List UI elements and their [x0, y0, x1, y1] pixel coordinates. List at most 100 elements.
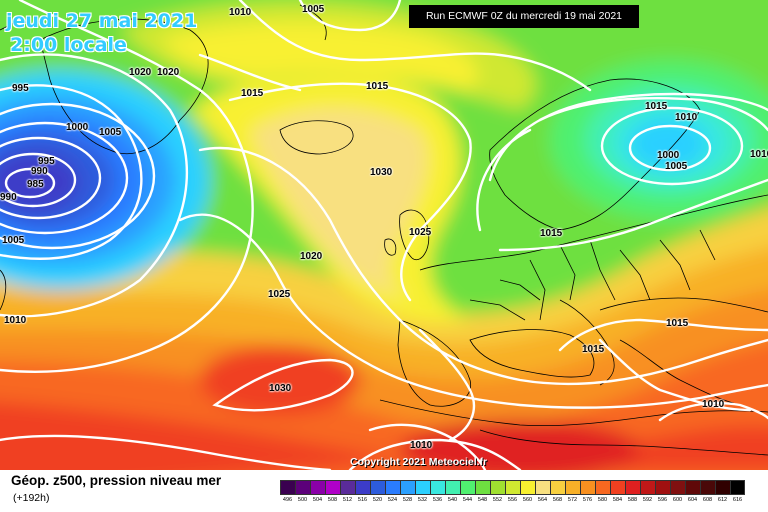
legend-tick-label: 500 [297, 497, 308, 503]
legend-tick-label: 520 [372, 497, 383, 503]
isobar-label-center-1030: 1030 [370, 167, 393, 178]
legend-tick-label: 548 [477, 497, 488, 503]
isobar-label-top-1015: 1015 [366, 81, 389, 92]
isobar-label-green-1020: 1020 [129, 67, 152, 78]
legend-color [505, 480, 520, 495]
legend-tick-label: 588 [627, 497, 638, 503]
isobar-label-low-990: 990 [31, 166, 48, 177]
legend-swatch: 544 [460, 480, 475, 508]
legend-swatch: 560 [520, 480, 535, 508]
legend-swatch: 564 [535, 480, 550, 508]
legend-tick-label: 556 [507, 497, 518, 503]
legend-tick-label: 544 [462, 497, 473, 503]
legend-swatch: 520 [370, 480, 385, 508]
legend-color [715, 480, 730, 495]
isobar-label-low-990-edge: 990 [0, 192, 17, 203]
legend-tick-label: 580 [597, 497, 608, 503]
legend-tick-label: 540 [447, 497, 458, 503]
legend-tick-label: 496 [282, 497, 293, 503]
isobar-label-edge-1010: 1010 [750, 149, 768, 160]
isobar-label-az-1030: 1030 [269, 383, 292, 394]
legend-tick-label: 528 [402, 497, 413, 503]
legend-color [535, 480, 550, 495]
isobar-label-low-1005: 1005 [99, 127, 122, 138]
isobar-label-bottom-1010: 1010 [410, 440, 433, 451]
legend-color [310, 480, 325, 495]
legend-color [415, 480, 430, 495]
legend-color [280, 480, 295, 495]
legend-swatch: 572 [565, 480, 580, 508]
legend-color [520, 480, 535, 495]
legend-color [640, 480, 655, 495]
legend-color [430, 480, 445, 495]
legend-tick-label: 560 [522, 497, 533, 503]
forecast-valid-date: jeudi 27 mai 2021 [6, 10, 198, 32]
legend-swatch: 548 [475, 480, 490, 508]
isobar-label-med-1015: 1015 [582, 344, 605, 355]
isobar-label-low-985: 985 [27, 179, 44, 190]
isobar-label-atl-1020: 1020 [300, 251, 323, 262]
legend-color [460, 480, 475, 495]
legend-swatch: 540 [445, 480, 460, 508]
legend-color [370, 480, 385, 495]
legend-color [685, 480, 700, 495]
legend-tick-label: 536 [432, 497, 443, 503]
legend-swatch: 596 [655, 480, 670, 508]
isobar-label-scan-1015: 1015 [645, 101, 668, 112]
legend-swatch: 604 [685, 480, 700, 508]
legend-swatch: 576 [580, 480, 595, 508]
legend-swatch: 512 [340, 480, 355, 508]
isobars [0, 0, 768, 470]
legend-swatch: 588 [625, 480, 640, 508]
legend-color [580, 480, 595, 495]
legend-color [670, 480, 685, 495]
legend-swatch: 516 [355, 480, 370, 508]
legend-tick-label: 584 [612, 497, 623, 503]
legend-swatch: 504 [310, 480, 325, 508]
isobar-label-scan-1005: 1005 [665, 161, 688, 172]
legend-tick-label: 596 [657, 497, 668, 503]
legend-swatch: 616 [730, 480, 745, 508]
legend-tick-label: 552 [492, 497, 503, 503]
legend-swatch: 524 [385, 480, 400, 508]
color-scale-legend: 496 500 504 508 512 516 520 524 528 532 536 540 544 5… [280, 480, 745, 508]
isobar-label-europe-1015: 1015 [540, 228, 563, 239]
legend-color [490, 480, 505, 495]
legend-color [385, 480, 400, 495]
copyright-text: Copyright 2021 Meteociel.fr [350, 456, 488, 468]
legend-tick-label: 612 [717, 497, 728, 503]
legend-tick-label: 608 [702, 497, 713, 503]
legend-swatch: 508 [325, 480, 340, 508]
legend-swatch: 496 [280, 480, 295, 508]
legend-tick-label: 604 [687, 497, 698, 503]
legend-swatch: 608 [700, 480, 715, 508]
legend-swatch: 600 [670, 480, 685, 508]
legend-color [655, 480, 670, 495]
legend-color [595, 480, 610, 495]
legend-color [445, 480, 460, 495]
legend-tick-label: 592 [642, 497, 653, 503]
map-canvas [0, 0, 768, 470]
legend-swatch: 536 [430, 480, 445, 508]
map-footer: Géop. z500, pression niveau mer (+192h) … [0, 470, 768, 512]
legend-tick-label: 600 [672, 497, 683, 503]
isobar-label-left-995: 995 [12, 83, 29, 94]
legend-swatch: 552 [490, 480, 505, 508]
legend-swatch: 592 [640, 480, 655, 508]
isobar-label-low-1000: 1000 [66, 122, 89, 133]
forecast-valid-time: 2:00 locale [10, 34, 127, 56]
legend-color [325, 480, 340, 495]
legend-swatch: 612 [715, 480, 730, 508]
legend-color [355, 480, 370, 495]
legend-swatch: 584 [610, 480, 625, 508]
isobar-label-atl-1025: 1025 [268, 289, 291, 300]
legend-swatch: 528 [400, 480, 415, 508]
legend-tick-label: 568 [552, 497, 563, 503]
legend-tick-label: 516 [357, 497, 368, 503]
legend-color [610, 480, 625, 495]
isobar-label-low-995: 995 [38, 156, 55, 167]
legend-tick-label: 512 [342, 497, 353, 503]
legend-tick-label: 532 [417, 497, 428, 503]
isobar-label-bay-1025: 1025 [409, 227, 432, 238]
